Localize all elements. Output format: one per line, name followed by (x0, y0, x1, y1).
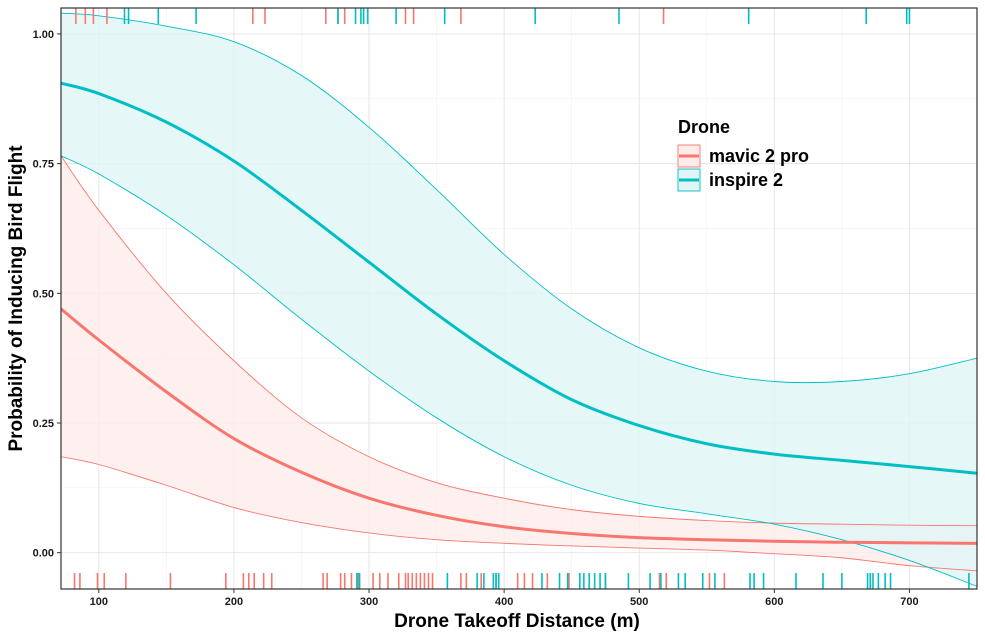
legend-label-1: mavic 2 pro (709, 146, 809, 166)
confidence-band-2 (61, 13, 977, 587)
rug-marks (73, 8, 970, 589)
confidence-bands (61, 13, 977, 587)
x-tick-label: 200 (225, 596, 243, 608)
legend-item-1: mavic 2 pro (677, 144, 809, 168)
x-tick-label: 500 (630, 596, 648, 608)
upper-bound-line-1 (61, 155, 977, 527)
x-tick-label: 700 (900, 596, 918, 608)
x-tick-label: 600 (765, 596, 783, 608)
x-tick-label: 400 (495, 596, 513, 608)
x-axis-title: Drone Takeoff Distance (m) (394, 611, 640, 632)
y-tick-label: 0.75 (33, 159, 54, 171)
y-axis-title: Probability of Inducing Bird Flight (6, 145, 27, 452)
y-tick-label: 0.25 (33, 418, 54, 430)
x-tick-label: 100 (90, 596, 108, 608)
confidence-band-edges (61, 12, 977, 587)
y-tick-label: 1.00 (33, 29, 54, 41)
y-tick-label: 0.50 (33, 288, 54, 300)
legend-title: Drone (678, 117, 730, 137)
upper-bound-line-2 (61, 12, 977, 384)
panel-border (60, 7, 978, 590)
y-tick-label: 0.00 (33, 548, 54, 560)
axes: 100 200 300 400 500 600 700 0.00 0.25 0.50 0.75 1.0… (33, 29, 919, 608)
fitted-line-2 (61, 81, 977, 475)
legend: Drone mavic 2 pro inspire 2 (677, 117, 809, 192)
legend-label-2: inspire 2 (709, 170, 783, 190)
lower-bound-line-1 (61, 456, 977, 572)
legend-item-2: inspire 2 (677, 168, 783, 192)
fitted-lines (61, 81, 977, 545)
fitted-line-1 (61, 307, 977, 545)
lower-bound-line-2 (61, 155, 977, 587)
x-tick-label: 300 (360, 596, 378, 608)
